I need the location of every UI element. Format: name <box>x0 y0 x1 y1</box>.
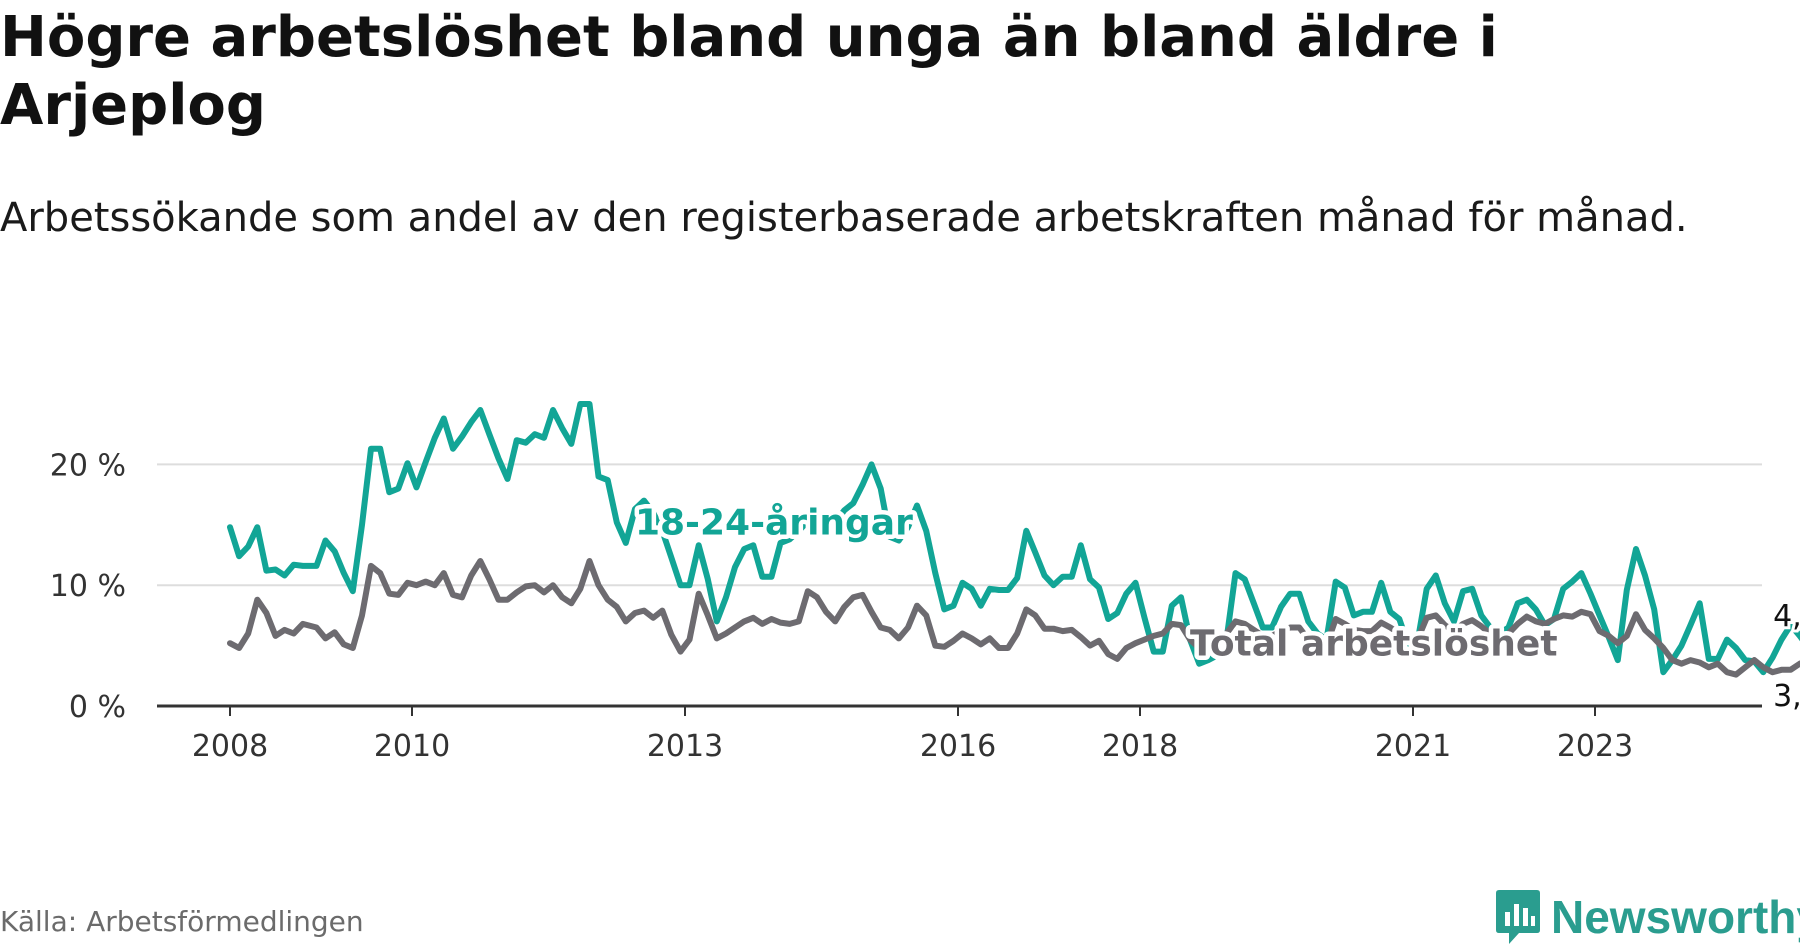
brand-name: Newsworthy <box>1551 891 1800 943</box>
x-tick-label: 2016 <box>920 729 996 764</box>
series-end-label: 4,8 % <box>1773 599 1800 634</box>
series-label-total: Total arbetslöshet <box>1190 623 1558 664</box>
newsworthy-logo: Newsworthy <box>1495 888 1800 946</box>
y-tick-label: 20 % <box>50 448 126 483</box>
y-tick-label: 0 % <box>69 690 126 725</box>
series-end-label: 3,3 % <box>1773 679 1800 714</box>
series-label-youth: 18-24-åringar <box>635 502 913 543</box>
source-note: Källa: Arbetsförmedlingen <box>0 905 364 938</box>
x-tick-label: 2023 <box>1557 729 1633 764</box>
x-tick-label: 2008 <box>192 729 268 764</box>
y-tick-label: 10 % <box>50 569 126 604</box>
chart-subtitle: Arbetssökande som andel av den registerb… <box>0 195 1688 241</box>
chart-title: Högre arbetslöshet bland unga än bland ä… <box>0 5 1498 138</box>
x-tick-label: 2018 <box>1102 729 1178 764</box>
series-line-total <box>227 558 1800 678</box>
x-tick-label: 2013 <box>647 729 723 764</box>
newsworthy-logo-icon <box>1496 890 1540 944</box>
x-tick-label: 2010 <box>374 729 450 764</box>
x-tick-label: 2021 <box>1375 729 1451 764</box>
